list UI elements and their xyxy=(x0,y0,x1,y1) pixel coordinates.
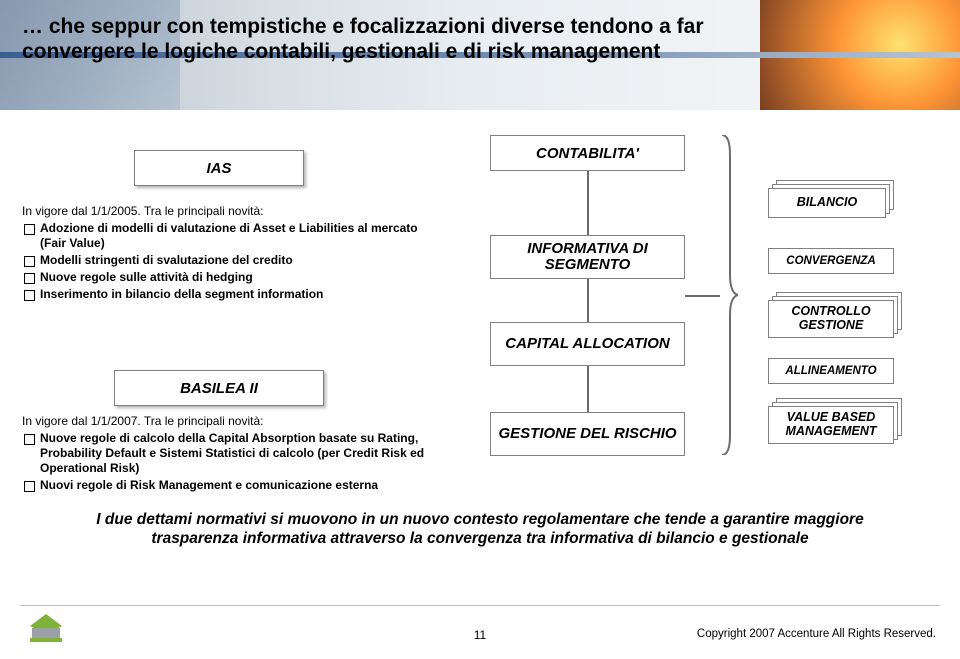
controllo-gestione-label: CONTROLLO GESTIONE xyxy=(768,300,894,338)
slide: … che seppur con tempistiche e focalizza… xyxy=(0,0,960,659)
capital-allocation-box: CAPITAL ALLOCATION xyxy=(490,322,685,366)
footer-divider xyxy=(20,605,940,606)
slide-title: … che seppur con tempistiche e focalizza… xyxy=(22,14,742,64)
list-item: Adozione di modelli di valutazione di As… xyxy=(22,221,422,251)
basilea-bullets: In vigore dal 1/1/2007. Tra le principal… xyxy=(22,414,432,495)
allineamento-box: ALLINEAMENTO xyxy=(768,358,894,384)
convergenza-box: CONVERGENZA xyxy=(768,248,894,274)
summary-text: I due dettami normativi si muovono in un… xyxy=(60,510,900,549)
connector-line xyxy=(587,279,589,322)
copyright-text: Copyright 2007 Accenture All Rights Rese… xyxy=(697,628,936,640)
controllo-gestione-stack: CONTROLLO GESTIONE xyxy=(768,300,894,338)
ias-lead: In vigore dal 1/1/2005. Tra le principal… xyxy=(22,204,263,218)
list-item: Nuovi regole di Risk Management e comuni… xyxy=(22,478,432,493)
bilancio-stack: BILANCIO xyxy=(768,188,886,218)
ias-box: IAS xyxy=(134,150,304,186)
list-item: Nuove regole sulle attività di hedging xyxy=(22,270,422,285)
connector-line xyxy=(587,366,589,412)
contabilita-box: CONTABILITA' xyxy=(490,135,685,171)
list-item: Nuove regole di calcolo della Capital Ab… xyxy=(22,431,432,476)
vbm-stack: VALUE BASED MANAGEMENT xyxy=(768,406,894,444)
connector-line xyxy=(685,295,720,297)
convergenza-label: CONVERGENZA xyxy=(768,248,894,274)
gestione-rischio-box: GESTIONE DEL RISCHIO xyxy=(490,412,685,456)
vbm-label: VALUE BASED MANAGEMENT xyxy=(768,406,894,444)
list-item: Modelli stringenti di svalutazione del c… xyxy=(22,253,422,268)
ias-bullets: In vigore dal 1/1/2005. Tra le principal… xyxy=(22,204,422,304)
list-item: Inserimento in bilancio della segment in… xyxy=(22,287,422,302)
connector-line xyxy=(587,171,589,235)
basilea-box: BASILEA II xyxy=(114,370,324,406)
basilea-lead: In vigore dal 1/1/2007. Tra le principal… xyxy=(22,414,263,428)
curly-bracket xyxy=(720,135,738,455)
allineamento-label: ALLINEAMENTO xyxy=(768,358,894,384)
bilancio-label: BILANCIO xyxy=(768,188,886,218)
informativa-box: INFORMATIVA DI SEGMENTO xyxy=(490,235,685,279)
